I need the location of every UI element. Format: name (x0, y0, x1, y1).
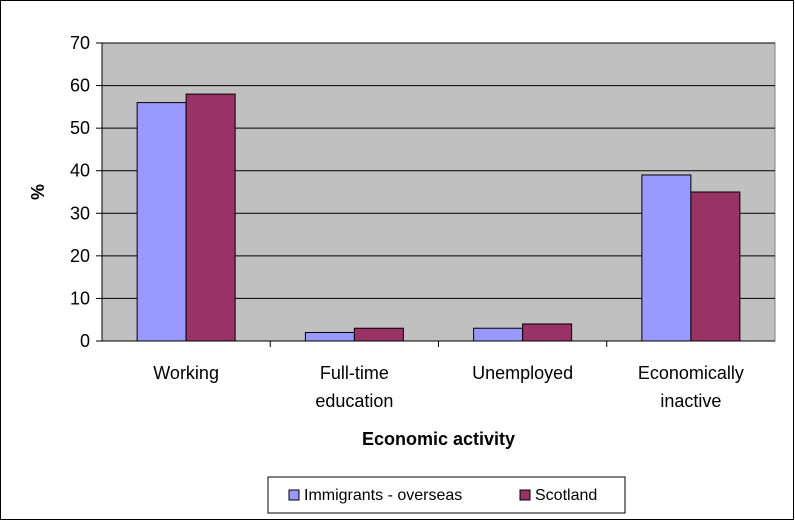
bar (523, 324, 572, 341)
x-tick-label: Working (153, 363, 219, 383)
bar (354, 328, 403, 341)
bar (474, 328, 523, 341)
y-tick-label: 20 (70, 246, 90, 266)
bar (186, 94, 235, 341)
legend: Immigrants - overseas Scotland (268, 477, 625, 513)
y-tick-label: 60 (70, 76, 90, 96)
y-tick-label: 10 (70, 288, 90, 308)
bar (691, 192, 740, 341)
x-axis-title: Economic activity (362, 429, 515, 449)
bar (642, 175, 691, 341)
legend-swatch (520, 490, 530, 500)
x-tick-label: Unemployed (472, 363, 573, 383)
legend-swatch (289, 490, 299, 500)
y-tick-label: 50 (70, 118, 90, 138)
legend-label: Immigrants - overseas (304, 487, 462, 504)
legend-label: Scotland (535, 487, 597, 504)
y-tick-label: 40 (70, 161, 90, 181)
bar (305, 332, 354, 341)
y-tick-label: 70 (70, 33, 90, 53)
y-tick-label: 0 (80, 331, 90, 351)
y-tick-label: 30 (70, 203, 90, 223)
y-axis-title: % (28, 184, 48, 200)
bar (137, 103, 186, 341)
